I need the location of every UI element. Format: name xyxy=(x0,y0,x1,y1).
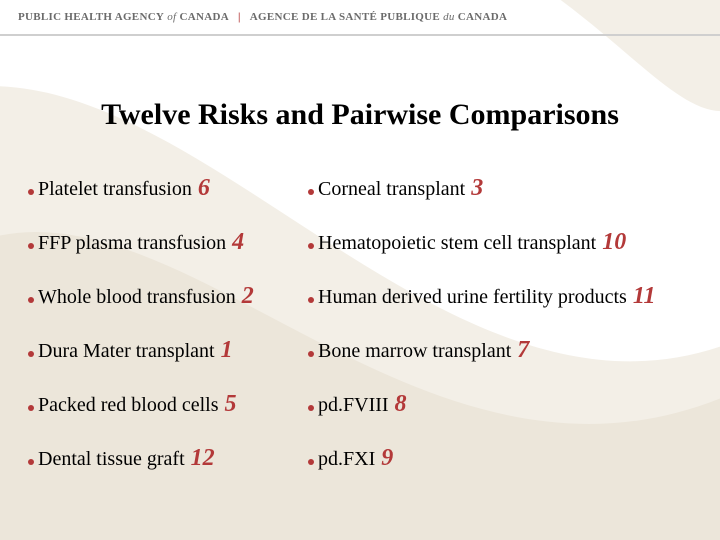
risk-row: Dura Mater transplant 1 Bone marrow transp… xyxy=(28,338,692,368)
risk-label: Human derived urine fertility products xyxy=(318,286,627,309)
bullet-icon xyxy=(28,405,34,411)
risk-row: Packed red blood cells 5 pd.FVIII 8 xyxy=(28,392,692,422)
risk-cell: Dura Mater transplant 1 xyxy=(28,338,308,363)
header-divider xyxy=(0,34,720,36)
risk-label: Dura Mater transplant xyxy=(38,340,215,363)
bullet-icon xyxy=(28,243,34,249)
risk-label: FFP plasma transfusion xyxy=(38,232,226,255)
risk-label: Dental tissue graft xyxy=(38,448,185,471)
agency-header: PUBLIC HEALTH AGENCY of CANADA | AGENCE … xyxy=(0,0,720,34)
risk-number: 12 xyxy=(191,446,215,470)
risk-label: pd.FXI xyxy=(318,448,375,471)
risk-row: Whole blood transfusion 2 Human derived ur… xyxy=(28,284,692,314)
risk-cell: Hematopoietic stem cell transplant 10 xyxy=(308,230,692,255)
bullet-icon xyxy=(308,189,314,195)
risk-number: 6 xyxy=(198,176,210,200)
risk-row: FFP plasma transfusion 4 Hematopoietic ste… xyxy=(28,230,692,260)
bullet-icon xyxy=(308,243,314,249)
risks-list: Platelet transfusion 6 Corneal transplant 3… xyxy=(28,176,692,500)
bullet-icon xyxy=(308,459,314,465)
bullet-icon xyxy=(28,189,34,195)
risk-number: 3 xyxy=(471,176,483,200)
risk-row: Dental tissue graft 12 pd.FXI 9 xyxy=(28,446,692,476)
slide-title: Twelve Risks and Pairwise Comparisons xyxy=(0,98,720,132)
risk-cell: pd.FXI 9 xyxy=(308,446,692,471)
risk-label: pd.FVIII xyxy=(318,394,389,417)
risk-number: 9 xyxy=(381,446,393,470)
risk-cell: Human derived urine fertility products 11 xyxy=(308,284,692,309)
risk-number: 8 xyxy=(395,392,407,416)
risk-number: 11 xyxy=(633,284,656,308)
risk-number: 4 xyxy=(232,230,244,254)
risk-number: 10 xyxy=(602,230,626,254)
risk-cell: Bone marrow transplant 7 xyxy=(308,338,692,363)
risk-cell: FFP plasma transfusion 4 xyxy=(28,230,308,255)
agency-header-text: PUBLIC HEALTH AGENCY of CANADA | AGENCE … xyxy=(18,11,507,23)
bullet-icon xyxy=(28,351,34,357)
bullet-icon xyxy=(28,297,34,303)
risk-label: Packed red blood cells xyxy=(38,394,219,417)
risk-cell: Corneal transplant 3 xyxy=(308,176,692,201)
risk-cell: Packed red blood cells 5 xyxy=(28,392,308,417)
risk-label: Platelet transfusion xyxy=(38,178,192,201)
risk-number: 1 xyxy=(221,338,233,362)
risk-label: Whole blood transfusion xyxy=(38,286,236,309)
risk-row: Platelet transfusion 6 Corneal transplant 3 xyxy=(28,176,692,206)
bullet-icon xyxy=(308,351,314,357)
risk-cell: Whole blood transfusion 2 xyxy=(28,284,308,309)
risk-label: Corneal transplant xyxy=(318,178,465,201)
bullet-icon xyxy=(28,459,34,465)
risk-label: Bone marrow transplant xyxy=(318,340,511,363)
risk-cell: Platelet transfusion 6 xyxy=(28,176,308,201)
risk-number: 2 xyxy=(242,284,254,308)
risk-cell: Dental tissue graft 12 xyxy=(28,446,308,471)
risk-number: 7 xyxy=(517,338,529,362)
risk-cell: pd.FVIII 8 xyxy=(308,392,692,417)
bullet-icon xyxy=(308,405,314,411)
risk-label: Hematopoietic stem cell transplant xyxy=(318,232,596,255)
risk-number: 5 xyxy=(225,392,237,416)
bullet-icon xyxy=(308,297,314,303)
